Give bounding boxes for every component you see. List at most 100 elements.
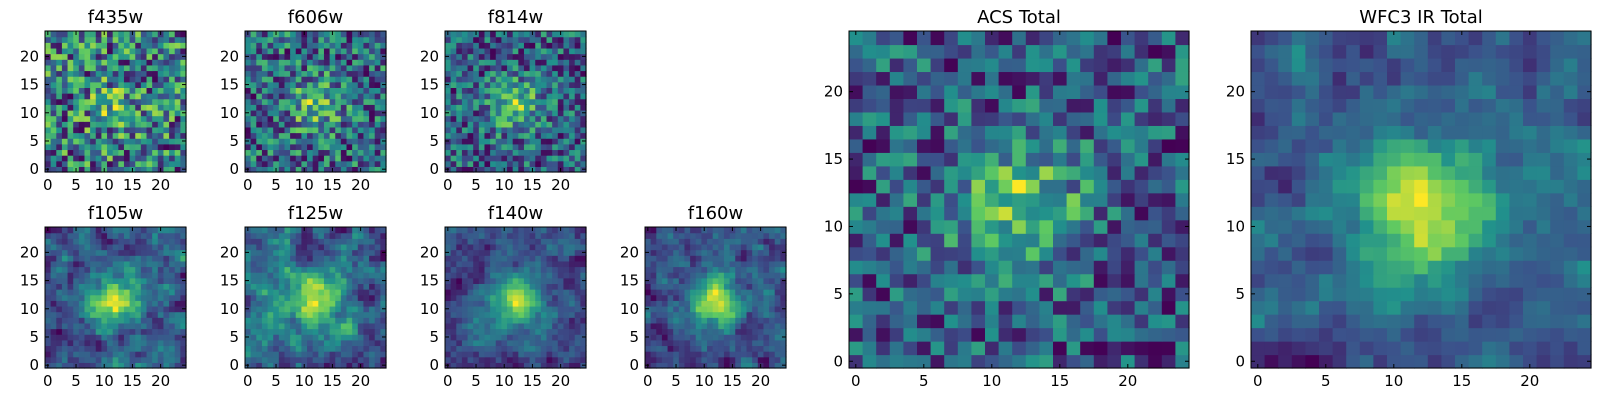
heatmap-cell (73, 59, 80, 66)
heatmap-cell (495, 283, 502, 290)
heatmap-cell (261, 132, 269, 139)
heatmap-cell (101, 47, 108, 55)
heatmap-cell (290, 272, 297, 279)
heatmap-cell (61, 109, 69, 117)
heatmap-cell (1066, 219, 1081, 234)
x-tick-label: 20 (551, 176, 570, 194)
heatmap-cell (478, 339, 486, 347)
heatmap-cell (684, 283, 691, 290)
heatmap-cell (118, 277, 125, 284)
heatmap-cell (557, 328, 565, 335)
y-tick-label: 0 (429, 356, 439, 374)
heatmap-cell (461, 289, 469, 296)
heatmap-cell (569, 109, 576, 117)
heatmap-cell (862, 354, 877, 369)
heatmap-cell (495, 31, 502, 38)
heatmap-cell (690, 300, 697, 307)
heatmap-cell (971, 287, 986, 302)
heatmap-cell (678, 334, 686, 341)
heatmap-cell (340, 277, 348, 284)
heatmap-cell (129, 81, 136, 88)
heatmap-cell (318, 238, 325, 245)
heatmap-cell (695, 294, 702, 301)
heatmap-cell (1053, 233, 1068, 248)
heatmap-cell (374, 243, 381, 251)
heatmap-cell (1107, 260, 1122, 275)
heatmap-cell (678, 311, 686, 318)
heatmap-cell (169, 143, 176, 151)
heatmap-cell (329, 115, 336, 122)
heatmap-cell (1148, 327, 1163, 342)
heatmap-cell (284, 98, 291, 105)
heatmap-cell (757, 334, 765, 341)
heatmap-cell (484, 272, 491, 279)
heatmap-cell (73, 249, 80, 256)
heatmap-cell (295, 160, 302, 167)
heatmap-cell (574, 149, 581, 156)
heatmap-cell (380, 243, 387, 251)
heatmap-cell (146, 31, 153, 38)
heatmap-cell (329, 143, 336, 151)
heatmap-cell (118, 31, 125, 38)
heatmap-cell (490, 255, 497, 262)
heatmap-cell (467, 232, 474, 239)
heatmap-cell (174, 104, 181, 111)
y-tick-label: 0 (429, 160, 439, 178)
heatmap-cell (307, 255, 314, 262)
heatmap-cell (84, 42, 91, 49)
heatmap-cell (290, 98, 297, 105)
heatmap-cell (1175, 287, 1190, 302)
heatmap-cell (695, 305, 702, 313)
heatmap-cell (552, 238, 559, 245)
heatmap-cell (374, 289, 381, 296)
heatmap-cell (380, 322, 387, 330)
heatmap-cell (284, 345, 291, 352)
heatmap-cell (1053, 179, 1068, 194)
heatmap-cell (718, 232, 725, 239)
heatmap-cell (363, 277, 370, 284)
heatmap-cell (329, 277, 336, 284)
heatmap-cell (357, 143, 365, 151)
heatmap-cell (169, 47, 176, 55)
heatmap-cell (123, 98, 131, 105)
heatmap-cell (352, 87, 359, 94)
heatmap-cell (763, 322, 770, 330)
heatmap-cell (129, 272, 136, 279)
heatmap-cell (307, 138, 314, 145)
heatmap-cell (278, 121, 286, 128)
heatmap-cell (163, 109, 170, 117)
heatmap-cell (56, 289, 63, 296)
heatmap-cell (56, 283, 63, 290)
heatmap-cell (484, 31, 491, 38)
heatmap-cell (112, 149, 119, 156)
heatmap-cell (45, 76, 52, 83)
heatmap-cell (656, 311, 663, 318)
heatmap-cell (529, 243, 536, 251)
heatmap-cell (152, 31, 159, 38)
heatmap-cell (512, 277, 519, 284)
heatmap-cell (456, 115, 463, 122)
heatmap-cell (930, 246, 945, 261)
heatmap-cell (695, 232, 702, 239)
heatmap-cell (490, 356, 497, 363)
heatmap-cell (580, 36, 587, 43)
heatmap-cell (90, 362, 97, 369)
heatmap-cell (763, 345, 770, 352)
heatmap-cell (78, 322, 86, 330)
heatmap-cell (512, 121, 519, 128)
heatmap-cell (101, 238, 108, 245)
heatmap-cell (284, 160, 291, 167)
heatmap-cell (295, 81, 302, 88)
heatmap-cell (746, 227, 753, 234)
heatmap-cell (312, 104, 319, 111)
heatmap-cell (1148, 179, 1163, 194)
heatmap-cell (307, 317, 314, 324)
heatmap-cell (135, 300, 142, 307)
heatmap-cell (380, 294, 387, 301)
heatmap-cell (490, 93, 497, 100)
heatmap-cell (718, 238, 725, 245)
x-tick-label: 0 (443, 372, 453, 390)
heatmap-cell (707, 249, 714, 256)
heatmap-cell (769, 260, 776, 268)
x-tick-label: 0 (643, 372, 653, 390)
